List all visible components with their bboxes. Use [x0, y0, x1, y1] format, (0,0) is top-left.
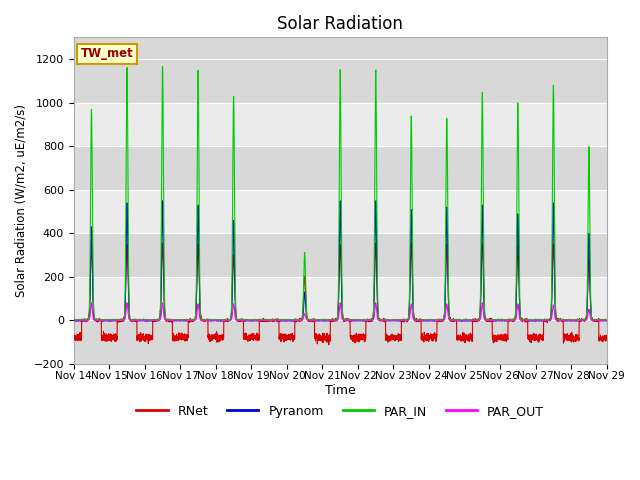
Title: Solar Radiation: Solar Radiation: [277, 15, 403, 33]
Legend: RNet, Pyranom, PAR_IN, PAR_OUT: RNet, Pyranom, PAR_IN, PAR_OUT: [131, 400, 549, 423]
Bar: [74, 146, 607, 190]
Bar: [74, 233, 607, 276]
Y-axis label: Solar Radiation (W/m2, uE/m2/s): Solar Radiation (W/m2, uE/m2/s): [15, 104, 28, 297]
Text: TW_met: TW_met: [81, 47, 134, 60]
Bar: [74, 320, 607, 364]
X-axis label: Time: Time: [325, 384, 356, 397]
Bar: [74, 103, 607, 146]
Bar: [74, 59, 607, 103]
Bar: [74, 276, 607, 320]
Bar: [74, 190, 607, 233]
